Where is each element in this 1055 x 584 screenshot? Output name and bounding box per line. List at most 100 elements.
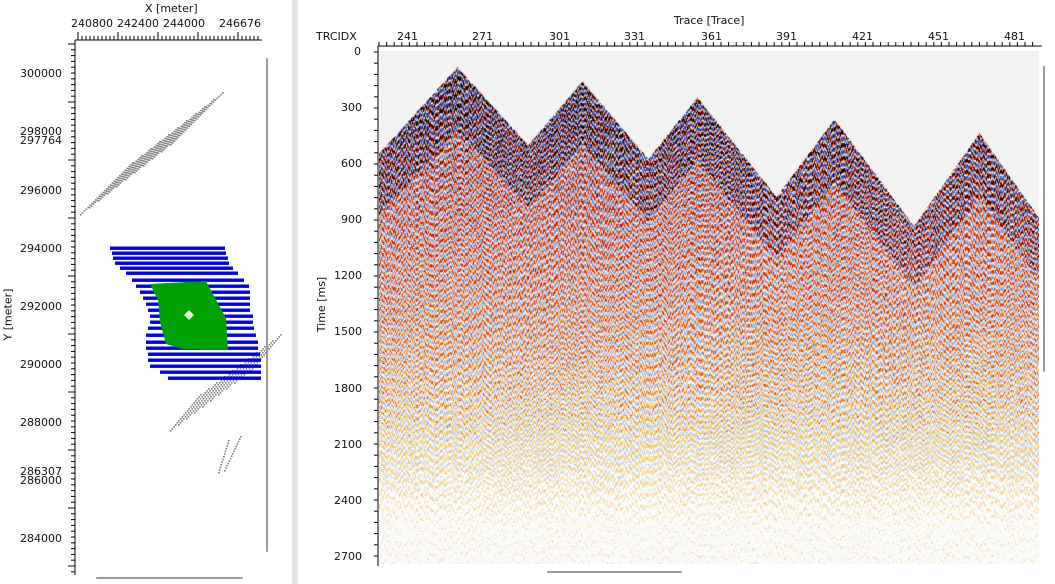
survey-outline-dot <box>181 128 184 130</box>
survey-outline-dot <box>176 422 179 424</box>
survey-outline-dot <box>275 340 277 342</box>
survey-outline-dot <box>154 149 157 151</box>
survey-outline-dot <box>133 167 135 169</box>
survey-outline-dot <box>188 408 190 410</box>
survey-outline-dot <box>193 406 195 408</box>
survey-outline-dot <box>96 197 99 199</box>
basemap-vertical-scrollbar[interactable] <box>266 58 268 552</box>
survey-outline-dot <box>171 428 174 430</box>
survey-outline-dot <box>129 170 131 173</box>
survey-outline-dot <box>220 93 222 96</box>
section-vertical-scrollbar[interactable] <box>1043 66 1045 372</box>
panel-splitter[interactable] <box>292 0 298 584</box>
survey-outline-dot <box>197 116 200 118</box>
survey-outline-dot <box>159 150 162 153</box>
survey-outline-dot <box>193 114 195 117</box>
survey-outline-dot <box>171 134 173 137</box>
survey-outline-dot <box>209 394 211 396</box>
survey-outline-dot <box>223 388 225 390</box>
survey-outline-dot <box>165 140 168 143</box>
survey-outline-dot <box>111 184 113 187</box>
survey-outline-dot <box>191 116 193 119</box>
survey-outline-dot <box>239 368 242 370</box>
survey-outline-dot <box>262 348 264 350</box>
survey-outline-dot <box>119 175 121 177</box>
survey-outline-dot <box>140 161 142 164</box>
survey-outline-dot <box>179 422 182 424</box>
survey-outline-dot <box>81 212 84 214</box>
survey-outline-dot <box>219 382 221 384</box>
survey-outline-dot <box>262 352 264 354</box>
survey-outline-dot <box>237 374 240 376</box>
basemap-horizontal-scrollbar[interactable] <box>96 577 243 579</box>
survey-outline-dot <box>145 160 147 163</box>
survey-outline-dot <box>227 442 229 445</box>
survey-outline-dot <box>187 120 190 123</box>
survey-outline-dot <box>134 172 136 174</box>
survey-outline-dot <box>226 465 228 467</box>
survey-outline-dot <box>207 392 210 394</box>
survey-outline-dot <box>114 185 117 188</box>
survey-outline-dot <box>215 394 217 396</box>
survey-outline-dot <box>217 384 219 386</box>
survey-outline-dot <box>157 150 160 152</box>
survey-outline-dot <box>170 137 173 139</box>
survey-outline-dot <box>263 350 266 352</box>
survey-outline-dot <box>225 467 227 470</box>
survey-outline-dot <box>124 169 127 172</box>
survey-outline-dot <box>87 206 90 209</box>
survey-outline-dot <box>152 158 154 160</box>
survey-outline-dot <box>204 392 207 394</box>
survey-outline-dot <box>214 99 217 102</box>
survey-outline-dot <box>107 190 109 193</box>
survey-outline-dot <box>222 92 224 94</box>
survey-outline-dot <box>228 440 230 442</box>
seismic-section-image[interactable] <box>379 51 1039 564</box>
survey-outline-dot <box>180 127 182 130</box>
survey-outline-dot <box>152 153 155 156</box>
survey-outline-dot <box>120 177 122 180</box>
survey-outline-dot <box>160 146 162 148</box>
time-tick-8: 2100 <box>334 438 362 451</box>
survey-outline-dot <box>123 176 126 178</box>
survey-outline-dot <box>220 388 222 390</box>
survey-outline-dot <box>147 156 149 159</box>
survey-outline-dot <box>232 453 234 455</box>
survey-outline-dot <box>130 173 133 176</box>
basemap-plot[interactable] <box>0 0 292 584</box>
survey-outline-dot <box>140 157 143 159</box>
survey-outline-dot <box>135 162 137 165</box>
survey-outline-dot <box>208 398 211 400</box>
survey-outline-dot <box>150 155 153 157</box>
survey-outline-dot <box>151 148 154 151</box>
survey-outline-dot <box>170 141 172 144</box>
survey-outline-dot <box>228 382 230 384</box>
survey-outline-dot <box>212 386 215 388</box>
section-x-axis-label: Trace [Trace] <box>674 14 745 27</box>
trace-tick-1: 241 <box>397 30 418 43</box>
survey-outline-dot <box>173 130 175 133</box>
time-tick-7: 1800 <box>334 382 362 395</box>
survey-outline-dot <box>210 396 212 398</box>
survey-outline-dot <box>261 356 264 358</box>
section-horizontal-scrollbar[interactable] <box>547 571 682 573</box>
survey-outline-dot <box>223 384 225 386</box>
survey-outline-dot <box>222 382 224 384</box>
survey-outline-dot <box>141 162 144 164</box>
survey-outline-dot <box>134 169 136 172</box>
survey-outline-dot <box>151 153 153 155</box>
survey-outline-dot <box>237 440 240 443</box>
survey-outline-dot <box>107 188 110 191</box>
survey-outline-dot <box>196 115 198 118</box>
survey-outline-dot <box>256 362 259 364</box>
selected-area[interactable] <box>150 281 228 350</box>
survey-outline-dot <box>116 183 118 186</box>
survey-outline-dot <box>109 184 112 186</box>
survey-outline-dot <box>105 192 108 195</box>
basemap-x-tick-4: 246676 <box>219 17 261 30</box>
survey-outline-dot <box>149 154 151 157</box>
survey-outline-dot <box>161 148 163 151</box>
survey-outline-dot <box>146 151 148 154</box>
survey-outline-dot <box>129 168 132 171</box>
survey-outline-dot <box>143 165 145 167</box>
